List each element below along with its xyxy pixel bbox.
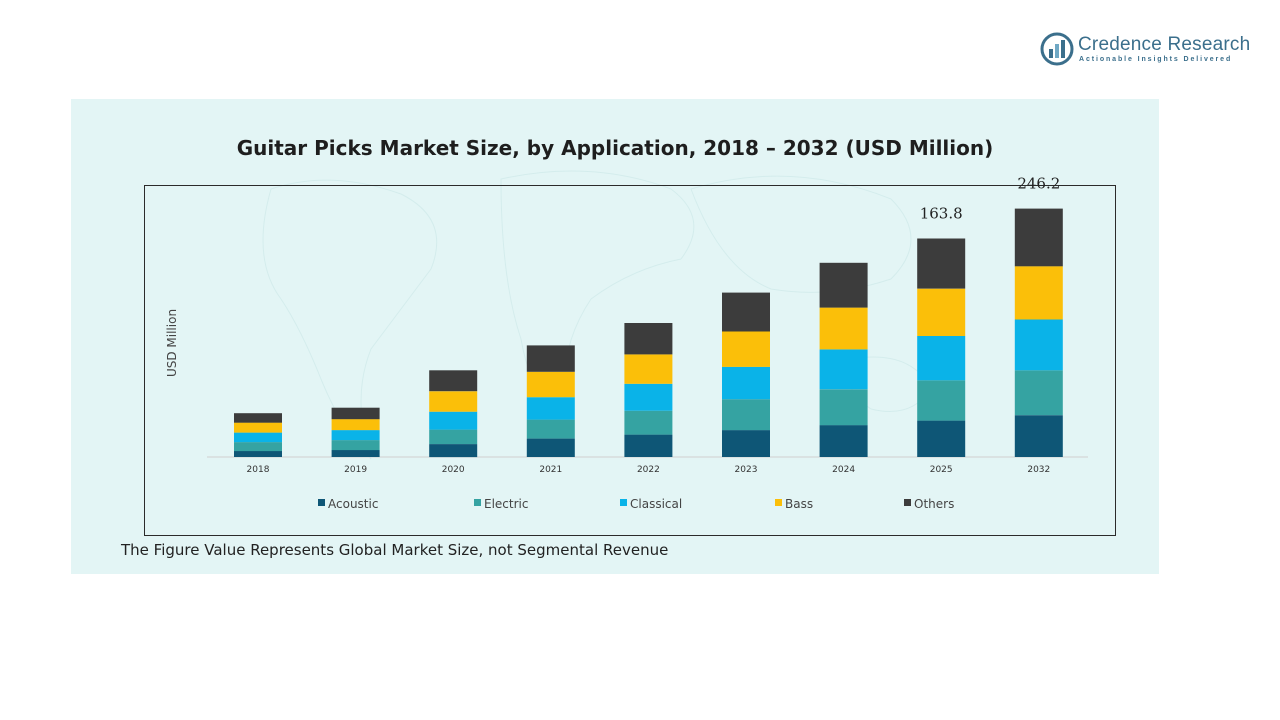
bar-acoustic-2023: [722, 430, 770, 457]
legend-label-others: Others: [914, 497, 954, 511]
bar-others-2023: [722, 292, 770, 332]
bar-acoustic-2018: [234, 451, 282, 457]
bar-others-2025: [917, 238, 966, 289]
plot-frame: [144, 185, 1116, 536]
bar-acoustic-2022: [624, 434, 673, 457]
bar-electric-2021: [526, 419, 575, 439]
bar-electric-2019: [331, 440, 380, 451]
bar-classical-2032: [1014, 319, 1063, 371]
brand-tagline: Actionable Insights Delivered: [1079, 56, 1233, 63]
bar-classical-2020: [429, 411, 478, 430]
bar-bass-2019: [331, 419, 380, 431]
x-tick-label-2021: 2021: [539, 465, 562, 475]
x-tick-label-2032: 2032: [1027, 465, 1050, 475]
bar-others-2024: [819, 262, 868, 308]
bar-bass-2021: [526, 371, 575, 398]
bar-electric-2020: [429, 429, 478, 444]
bar-bass-2020: [429, 391, 478, 412]
bar-others-2021: [526, 345, 575, 372]
bar-acoustic-2021: [526, 438, 575, 457]
bar-classical-2021: [526, 397, 575, 420]
bar-bass-2032: [1014, 266, 1063, 320]
bar-classical-2024: [819, 349, 868, 390]
bar-classical-2023: [722, 366, 770, 400]
y-axis-label: USD Million: [165, 309, 179, 377]
bar-bass-2018: [234, 422, 282, 433]
x-tick-label-2018: 2018: [247, 465, 270, 475]
footnote: The Figure Value Represents Global Marke…: [121, 541, 669, 559]
x-tick-label-2020: 2020: [442, 465, 465, 475]
legend-swatch-others: [904, 499, 911, 506]
bar-classical-2018: [234, 432, 282, 443]
bar-others-2022: [624, 323, 673, 355]
bar-others-2032: [1014, 208, 1063, 267]
brand-name: Credence Research: [1078, 34, 1251, 55]
bar-bass-2024: [819, 307, 868, 350]
legend-label-bass: Bass: [785, 497, 813, 511]
bar-classical-2022: [624, 383, 673, 411]
bar-bass-2023: [722, 331, 770, 367]
bar-electric-2032: [1014, 370, 1063, 416]
bar-electric-2023: [722, 399, 770, 431]
bar-others-2020: [429, 370, 478, 392]
chart-panel: [71, 99, 1159, 574]
bar-bass-2025: [917, 288, 966, 336]
bar-others-2019: [331, 407, 380, 420]
bar-electric-2025: [917, 380, 966, 421]
bar-others-2018: [234, 413, 282, 423]
bar-electric-2024: [819, 389, 868, 426]
bar-classical-2019: [331, 430, 380, 441]
data-label-2032: 246.2: [1017, 175, 1060, 193]
legend-label-electric: Electric: [484, 497, 528, 511]
x-tick-label-2022: 2022: [637, 465, 660, 475]
x-tick-label-2019: 2019: [344, 465, 367, 475]
bar-acoustic-2020: [429, 444, 478, 458]
brand-logo: Credence Research Actionable Insights De…: [1040, 32, 1260, 68]
bar-electric-2018: [234, 442, 282, 452]
bar-acoustic-2019: [331, 450, 380, 457]
legend-swatch-acoustic: [318, 499, 325, 506]
legend-swatch-classical: [620, 499, 627, 506]
bar-acoustic-2032: [1014, 415, 1063, 457]
bar-classical-2025: [917, 336, 966, 381]
legend-label-classical: Classical: [630, 497, 682, 511]
bar-electric-2022: [624, 410, 673, 435]
chart-title: Guitar Picks Market Size, by Application…: [236, 136, 994, 160]
logo-mark-icon: [1040, 32, 1074, 66]
legend-swatch-electric: [474, 499, 481, 506]
x-tick-label-2025: 2025: [930, 465, 953, 475]
x-tick-label-2024: 2024: [832, 465, 855, 475]
legend-label-acoustic: Acoustic: [328, 497, 378, 511]
bar-acoustic-2024: [819, 425, 868, 457]
legend-swatch-bass: [775, 499, 782, 506]
data-label-2025: 163.8: [920, 205, 963, 223]
bar-bass-2022: [624, 354, 673, 384]
bar-acoustic-2025: [917, 420, 966, 457]
x-tick-label-2023: 2023: [735, 465, 758, 475]
